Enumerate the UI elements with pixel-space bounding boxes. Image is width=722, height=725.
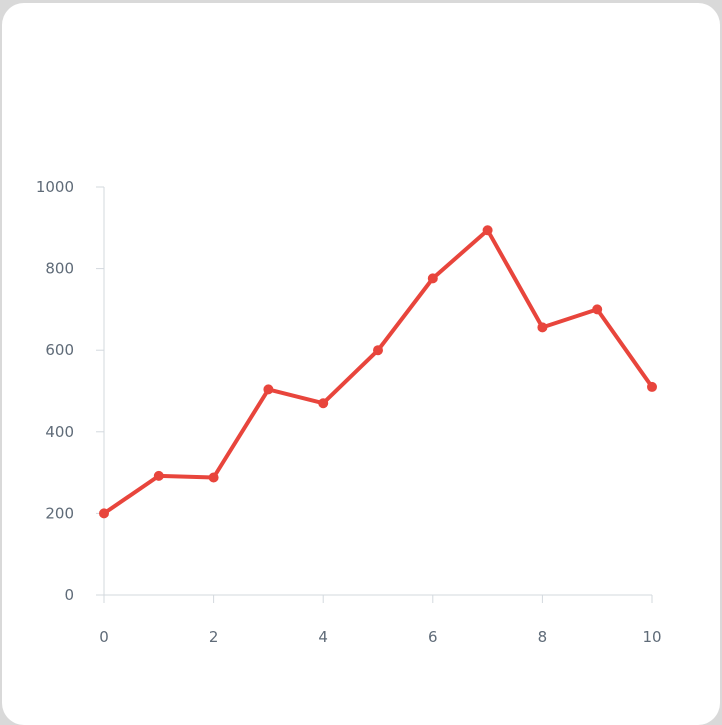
line-chart: 0 200 400 600 800 1000 0 2 4 6 8 10: [36, 178, 662, 646]
y-tick-label: 1000: [36, 178, 74, 196]
data-point: [592, 304, 603, 315]
y-ticks: 0 200 400 600 800 1000: [36, 178, 104, 604]
series-line: [102, 228, 654, 516]
y-tick-label: 200: [45, 504, 74, 522]
x-tick-label: 8: [538, 628, 548, 646]
data-point: [208, 472, 219, 483]
data-point: [99, 508, 109, 519]
data-point: [263, 384, 274, 395]
y-tick-label: 0: [64, 586, 74, 604]
x-tick-label: 2: [209, 628, 219, 646]
data-point: [427, 273, 438, 284]
y-tick-label: 800: [45, 260, 74, 278]
data-point: [373, 345, 383, 356]
x-tick-label: 0: [99, 628, 109, 646]
y-tick-label: 600: [45, 341, 74, 359]
data-point: [153, 470, 164, 481]
x-ticks: 0 2 4 6 8 10: [99, 595, 662, 646]
x-tick-label: 10: [642, 628, 661, 646]
data-point: [647, 381, 657, 392]
chart-card: 0 200 400 600 800 1000 0 2 4 6 8 10: [2, 3, 720, 725]
data-point: [537, 322, 548, 333]
x-tick-label: 6: [428, 628, 438, 646]
data-points: [99, 225, 657, 519]
data-point: [318, 398, 329, 409]
y-tick-label: 400: [45, 423, 74, 441]
x-tick-label: 4: [318, 628, 328, 646]
axes: [103, 187, 652, 596]
data-point: [482, 225, 493, 236]
